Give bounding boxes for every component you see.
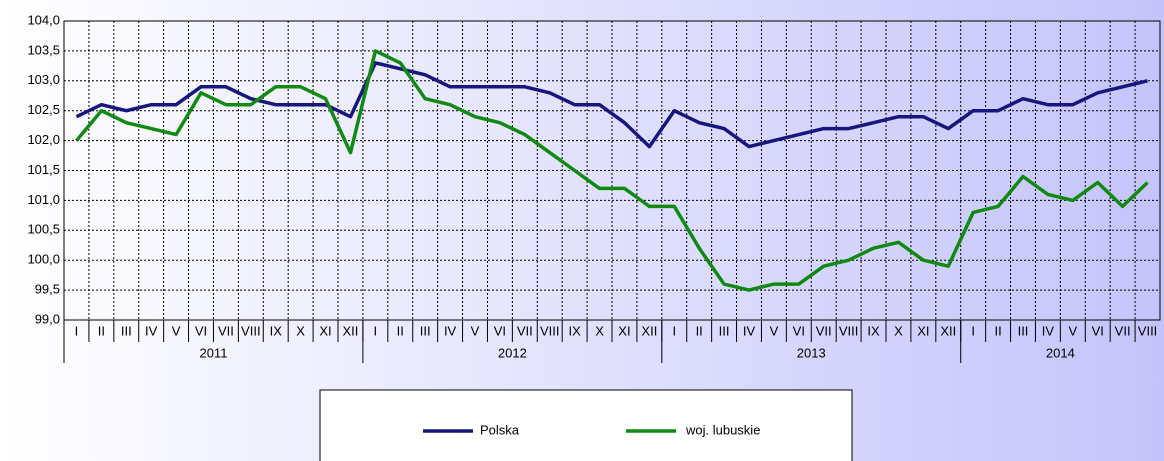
legend-label: woj. lubuskie: [685, 422, 760, 437]
x-tick-label: VII: [1115, 323, 1131, 338]
legend-box: [319, 389, 853, 461]
y-tick-label: 99,0: [35, 311, 60, 326]
x-group-label: 2011: [199, 345, 227, 360]
x-tick-label: IV: [444, 323, 457, 338]
x-tick-label: X: [894, 323, 903, 338]
x-tick-label: II: [397, 323, 404, 338]
x-tick-label: III: [1018, 323, 1029, 338]
x-group-label: 2014: [1046, 345, 1075, 360]
x-tick-label: XII: [343, 323, 359, 338]
x-tick-label: VIII: [540, 323, 560, 338]
y-tick-label: 102,5: [27, 102, 60, 117]
y-tick-label: 99,5: [35, 282, 60, 297]
y-tick-label: 100,0: [27, 252, 60, 267]
x-tick-label: X: [296, 323, 305, 338]
x-tick-label: IV: [1042, 323, 1055, 338]
x-tick-label: III: [719, 323, 730, 338]
x-tick-label: IX: [270, 323, 283, 338]
x-tick-label: I: [971, 323, 975, 338]
x-tick-label: V: [1068, 323, 1077, 338]
x-tick-label: II: [98, 323, 105, 338]
x-tick-label: II: [994, 323, 1001, 338]
x-tick-label: XI: [319, 323, 331, 338]
y-tick-label: 103,0: [27, 72, 60, 87]
x-tick-label: VII: [517, 323, 533, 338]
x-tick-label: XI: [917, 323, 929, 338]
x-tick-label: IX: [867, 323, 880, 338]
x-tick-label: VII: [816, 323, 832, 338]
x-tick-label: VI: [494, 323, 506, 338]
x-tick-label: VI: [1092, 323, 1104, 338]
x-tick-label: III: [121, 323, 132, 338]
x-tick-label: II: [696, 323, 703, 338]
x-tick-label: V: [471, 323, 480, 338]
x-tick-label: XI: [618, 323, 630, 338]
x-tick-label: XII: [641, 323, 657, 338]
x-group-label: 2013: [797, 345, 826, 360]
x-tick-label: VIII: [241, 323, 261, 338]
x-group-label: 2012: [498, 345, 527, 360]
x-tick-label: VI: [793, 323, 805, 338]
x-tick-label: IV: [145, 323, 158, 338]
y-tick-label: 104,0: [27, 12, 60, 27]
x-tick-label: XII: [940, 323, 956, 338]
x-tick-label: VI: [195, 323, 207, 338]
y-tick-label: 101,0: [27, 192, 60, 207]
x-tick-label: I: [374, 323, 378, 338]
x-tick-label: V: [172, 323, 181, 338]
y-tick-label: 101,5: [27, 162, 60, 177]
x-tick-label: V: [770, 323, 779, 338]
x-tick-label: VIII: [1138, 323, 1158, 338]
y-tick-label: 100,5: [27, 222, 60, 237]
series-line: [75, 49, 1149, 292]
x-tick-label: IX: [568, 323, 581, 338]
y-tick-label: 103,5: [27, 42, 60, 57]
x-tick-label: IV: [743, 323, 756, 338]
x-tick-label: VII: [218, 323, 234, 338]
legend-label: Polska: [480, 422, 520, 437]
x-tick-label: III: [420, 323, 431, 338]
x-tick-label: I: [672, 323, 676, 338]
x-tick-label: VIII: [839, 323, 859, 338]
x-tick-label: I: [75, 323, 79, 338]
x-tick-label: X: [595, 323, 604, 338]
y-tick-label: 102,0: [27, 132, 60, 147]
